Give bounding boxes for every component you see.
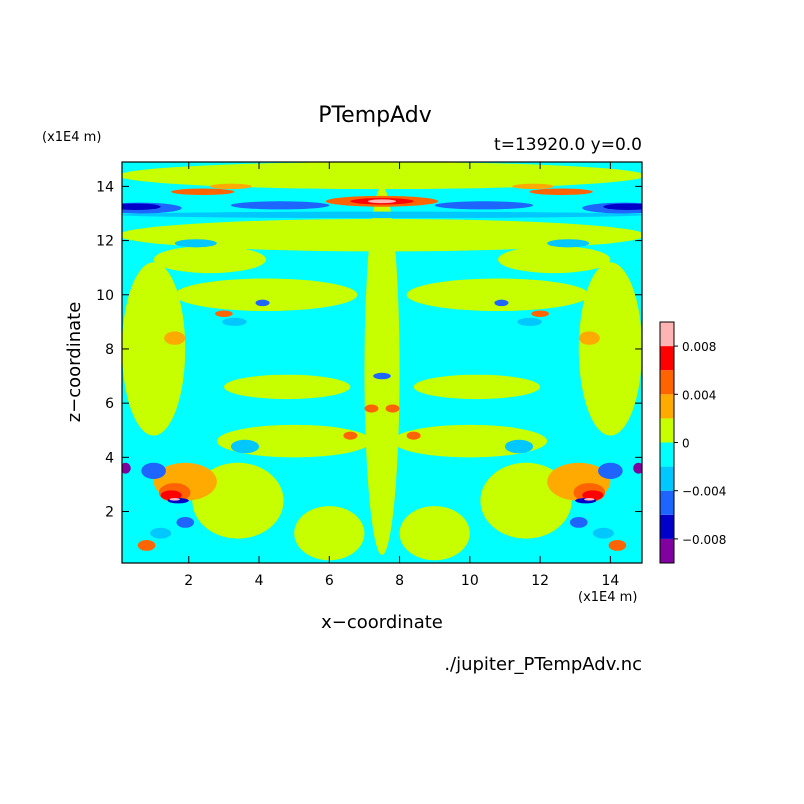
chart-subtitle: t=13920.0 y=0.0: [494, 135, 642, 155]
contour-region: [364, 404, 379, 413]
colorbar-swatch: [660, 490, 674, 515]
contour-region: [164, 331, 186, 345]
colorbar-swatch: [660, 418, 674, 443]
contour-region: [153, 245, 267, 274]
contour-region: [137, 539, 156, 551]
contour-region: [122, 218, 642, 252]
y-tick-label: 12: [96, 234, 114, 250]
contour-region: [547, 239, 590, 248]
contour-region: [150, 527, 172, 539]
y-axis: 2 4 6 8 10 12 14: [96, 179, 642, 521]
contour-region: [584, 497, 595, 501]
colorbar-tick-label: −0.008: [682, 533, 726, 547]
contour-region: [255, 299, 270, 307]
plot-frame: [121, 161, 643, 564]
y-tick-label: 10: [96, 288, 114, 304]
y-tick-label: 2: [105, 505, 114, 521]
colorbar-swatch: [660, 442, 674, 467]
colorbar-swatch: [660, 370, 674, 395]
x-axis: 2 4 6 8 10 12 14: [184, 162, 619, 589]
contour-region: [582, 490, 604, 501]
y-unit-label: (x1E4 m): [42, 130, 101, 145]
colorbar-tick-label: −0.004: [682, 485, 726, 499]
contour-region: [122, 211, 642, 219]
contour-region: [122, 262, 186, 436]
x-tick-label: 12: [531, 573, 549, 589]
contour-region: [598, 462, 623, 480]
contour-region: [174, 278, 358, 312]
colorbar-tick-label: 0.008: [682, 340, 716, 354]
contour-field: [122, 162, 642, 561]
contour-region: [385, 404, 400, 413]
x-tick-label: 10: [461, 573, 479, 589]
contour-region: [169, 497, 180, 501]
contour-region: [406, 431, 421, 440]
contour-region: [160, 490, 182, 501]
colorbar-swatch: [660, 346, 674, 371]
y-tick-label: 4: [105, 450, 114, 466]
contour-region: [504, 439, 534, 454]
contour-region: [529, 188, 593, 196]
contour-region: [569, 516, 588, 528]
colorbar-swatch: [660, 466, 674, 491]
colorbar-tick-label: 0.004: [682, 388, 716, 402]
contour-region: [608, 539, 627, 551]
contour-region: [633, 462, 642, 474]
contour-region: [413, 374, 541, 400]
y-tick-label: 6: [105, 396, 114, 412]
contour-region: [406, 278, 590, 312]
x-axis-label: x−coordinate: [321, 612, 443, 633]
colorbar-swatch: [660, 322, 674, 347]
contour-region: [122, 203, 161, 210]
contour-region: [531, 310, 549, 317]
contour-region: [176, 516, 195, 528]
x-tick-label: 4: [255, 573, 264, 589]
contour-region: [343, 431, 358, 440]
contour-region: [230, 201, 330, 210]
colorbar-swatch: [660, 514, 674, 539]
contour-region: [215, 310, 233, 317]
x-tick-label: 14: [601, 573, 619, 589]
contour-region: [434, 201, 534, 210]
contour-region: [122, 462, 131, 474]
colorbar-swatch: [660, 538, 674, 563]
x-unit-label: (x1E4 m): [578, 590, 637, 605]
contour-region: [603, 203, 642, 210]
contour-region: [373, 372, 391, 380]
contour-region: [223, 374, 351, 400]
contour-region: [592, 527, 614, 539]
contour-region: [230, 439, 260, 454]
y-tick-label: 14: [96, 179, 114, 195]
contour-region: [511, 183, 555, 190]
contour-region: [141, 462, 166, 480]
x-tick-label: 8: [395, 573, 404, 589]
contour-region: [494, 299, 509, 307]
colorbar-swatch: [660, 394, 674, 419]
contour-region: [497, 245, 611, 274]
contour-region: [209, 183, 252, 190]
contour-region: [294, 506, 365, 561]
chart-title: PTempAdv: [318, 103, 432, 128]
contour-region: [122, 162, 642, 190]
contour-region: [364, 186, 400, 555]
contour-region: [578, 331, 600, 345]
x-tick-label: 2: [184, 573, 193, 589]
contour-region: [399, 506, 470, 561]
source-file-label: ./jupiter_PTempAdv.nc: [444, 654, 642, 675]
contour-region: [517, 317, 542, 326]
colorbar-tick-label: 0: [682, 437, 690, 451]
contour-region: [578, 262, 642, 436]
contour-region: [222, 317, 247, 326]
colorbar: −0.008 −0.004 0 0.004 0.008: [659, 321, 726, 564]
x-tick-label: 6: [325, 573, 334, 589]
contour-region: [174, 239, 217, 248]
contour-region: [171, 188, 235, 196]
y-axis-label: z−coordinate: [64, 302, 85, 423]
y-tick-label: 8: [105, 342, 114, 358]
contour-region: [367, 199, 397, 204]
